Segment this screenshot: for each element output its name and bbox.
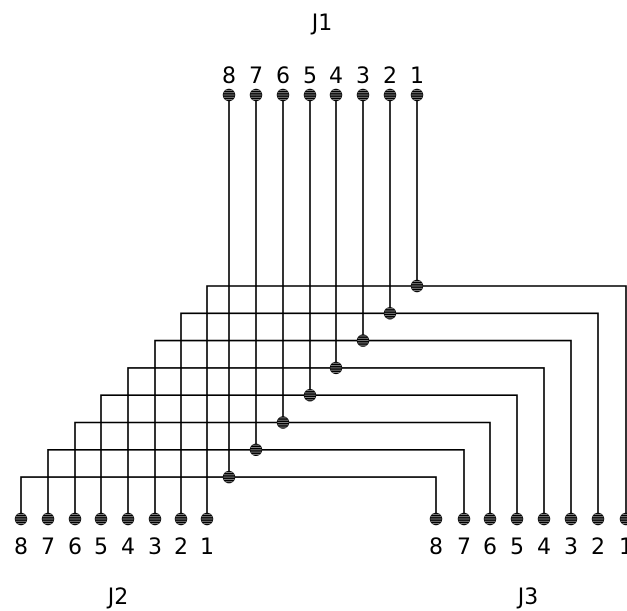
j1-pin-5 bbox=[303, 88, 317, 102]
pin-labels: 8 7 6 5 4 3 2 18 7 6 5 4 3 2 1 8 7 6 5 4 3 2 1 bbox=[14, 64, 627, 560]
j3-pin-3-label: 3 bbox=[564, 535, 578, 560]
j2-pin-3 bbox=[148, 512, 162, 526]
j2-pin-6-label: 6 bbox=[68, 535, 82, 560]
pins bbox=[14, 88, 627, 526]
wire-net-6 bbox=[74, 421, 491, 519]
j1-pin-5-label: 5 bbox=[303, 64, 317, 89]
j2-pin-6 bbox=[68, 512, 82, 526]
j1-pin-3-label: 3 bbox=[356, 64, 370, 89]
j1-pin-6 bbox=[276, 88, 290, 102]
j2-pin-7 bbox=[41, 512, 55, 526]
j3-pin-1 bbox=[619, 512, 627, 526]
j3-pin-2 bbox=[591, 512, 605, 526]
j3-pin-3 bbox=[564, 512, 578, 526]
junction-dot-2 bbox=[383, 307, 397, 320]
j3-pin-8 bbox=[429, 512, 443, 526]
junction-dot-6 bbox=[276, 416, 290, 429]
j1-pin-8-label: 8 bbox=[222, 64, 236, 89]
j3-pin-5-label: 5 bbox=[510, 535, 524, 560]
j1-pin-8 bbox=[222, 88, 236, 102]
j3-pin-7 bbox=[457, 512, 471, 526]
j3-pin-7-label: 7 bbox=[457, 535, 471, 560]
j1-pin-6-label: 6 bbox=[276, 64, 290, 89]
j1-pin-4 bbox=[329, 88, 343, 102]
junction-dot-4 bbox=[329, 361, 343, 375]
junction-dot-5 bbox=[303, 389, 317, 402]
j2-pin-1 bbox=[200, 512, 214, 526]
j1-label: J1 bbox=[310, 11, 333, 36]
junction-dot-3 bbox=[356, 334, 370, 347]
j3-pin-5 bbox=[510, 512, 524, 526]
j2-pin-7-label: 7 bbox=[41, 535, 55, 560]
j2-pin-5 bbox=[94, 512, 108, 526]
j3-pin-6-label: 6 bbox=[483, 535, 497, 560]
j2-pin-8 bbox=[14, 512, 28, 526]
j3-label: J3 bbox=[516, 585, 539, 610]
j1-pin-2 bbox=[383, 88, 397, 102]
j3-pin-2-label: 2 bbox=[591, 535, 605, 560]
j1-pin-7 bbox=[249, 88, 263, 102]
j2-label: J2 bbox=[106, 585, 129, 610]
wire-net-7 bbox=[47, 448, 465, 519]
j2-pin-2 bbox=[174, 512, 188, 526]
j3-pin-6 bbox=[483, 512, 497, 526]
j1-pin-7-label: 7 bbox=[249, 64, 263, 89]
j1-pin-3 bbox=[356, 88, 370, 102]
j2-pin-5-label: 5 bbox=[94, 535, 108, 560]
wire-net-5 bbox=[100, 394, 518, 519]
j1-pin-4-label: 4 bbox=[329, 64, 343, 89]
j2-pin-8-label: 8 bbox=[14, 535, 28, 560]
j1-pin-1 bbox=[410, 88, 424, 102]
wire-net-8 bbox=[20, 476, 437, 519]
j3-pin-4-label: 4 bbox=[537, 535, 551, 560]
j2-pin-1-label: 1 bbox=[200, 535, 214, 560]
j2-pin-4-label: 4 bbox=[121, 535, 135, 560]
junction-dot-1 bbox=[410, 279, 424, 293]
wire-net-1 bbox=[206, 285, 627, 519]
j2-pin-3-label: 3 bbox=[148, 535, 162, 560]
j1-pin-2-label: 2 bbox=[383, 64, 397, 89]
j1-pin-1-label: 1 bbox=[410, 64, 424, 89]
wire-net-2 bbox=[180, 312, 599, 519]
junction-dot-8 bbox=[222, 470, 236, 484]
j3-pin-1-label: 1 bbox=[619, 535, 627, 560]
wire-net-4 bbox=[127, 367, 545, 519]
junction-dot-7 bbox=[249, 443, 263, 456]
wires bbox=[20, 95, 627, 519]
j2-pin-4 bbox=[121, 512, 135, 526]
j2-pin-2-label: 2 bbox=[174, 535, 188, 560]
j3-pin-8-label: 8 bbox=[429, 535, 443, 560]
j3-pin-4 bbox=[537, 512, 551, 526]
